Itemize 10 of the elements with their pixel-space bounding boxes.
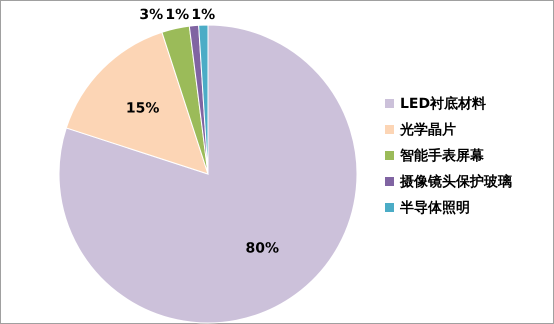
data-label: 1% [165,7,190,23]
legend-label: 光学晶片 [399,122,456,138]
legend-label: 半导体照明 [399,200,470,216]
legend-label: LED衬底材料 [400,95,486,112]
legend-label: 摄像镜头保护玻璃 [399,173,512,190]
data-label: 80% [246,240,280,257]
data-label: 1% [191,7,216,23]
legend-label: 智能手表屏幕 [399,147,484,164]
data-label: 3% [139,7,164,23]
data-label: 15% [126,100,160,117]
